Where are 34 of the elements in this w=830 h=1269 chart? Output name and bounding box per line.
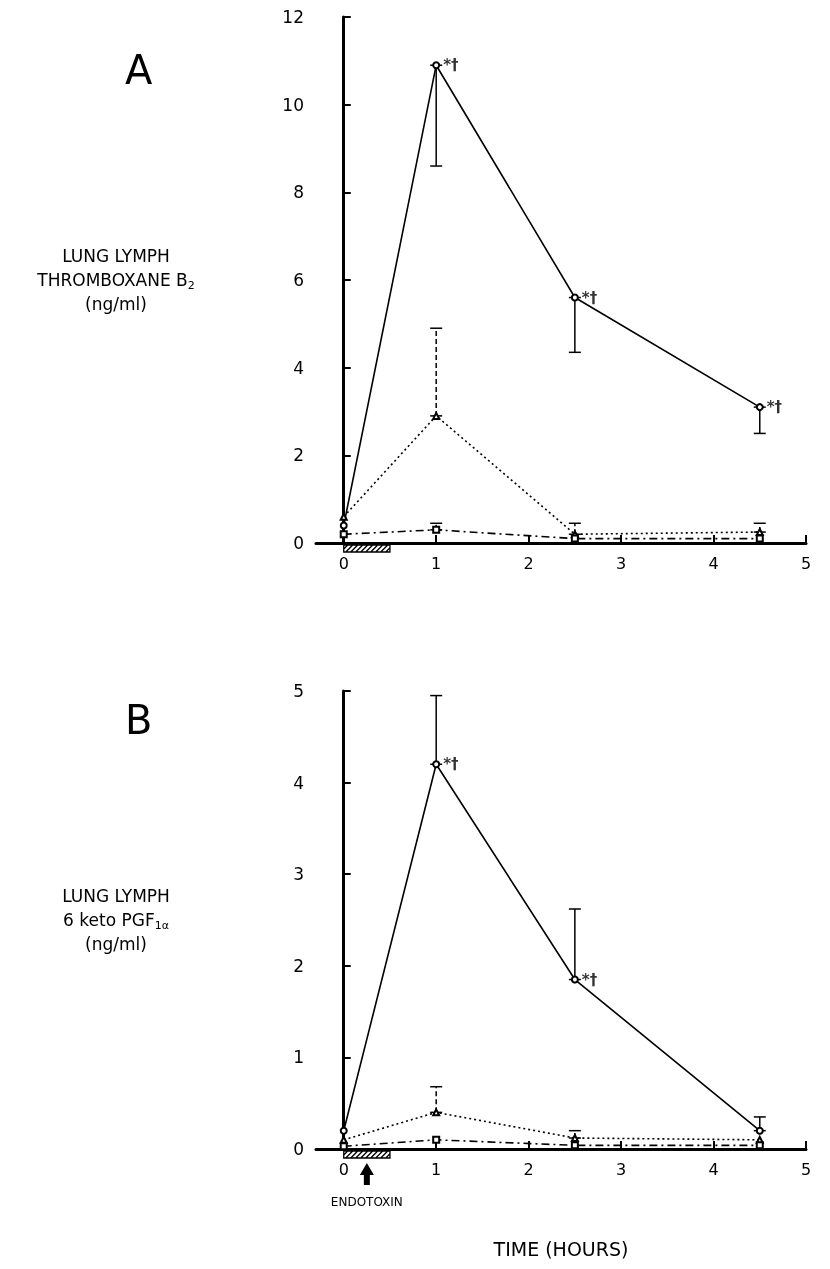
y-tick-label: 2 xyxy=(293,445,304,466)
y-tick-label: 1 xyxy=(293,1047,304,1068)
x-tick-label: 0 xyxy=(338,553,349,573)
annotation: *† xyxy=(443,755,460,774)
x-tick-label: 4 xyxy=(708,553,719,573)
annotation: *† xyxy=(766,398,783,417)
x-tick-label: 4 xyxy=(708,1159,719,1179)
y-tick-label: 6 xyxy=(293,270,304,290)
x-tick-label: 1 xyxy=(431,1159,442,1179)
y-tick-label: 8 xyxy=(293,182,304,203)
y-tick-label: 0 xyxy=(293,533,304,553)
annotation: *† xyxy=(581,970,598,989)
chart-title: B xyxy=(125,697,153,743)
y-tick-label: 4 xyxy=(293,357,304,378)
x-axis-title: TIME (HOURS) xyxy=(492,1237,629,1260)
text: A xyxy=(125,47,153,93)
x-tick-label: 5 xyxy=(800,1159,812,1179)
text: ENDOTOXIN xyxy=(330,1195,403,1209)
x-tick-label: 2 xyxy=(523,553,534,573)
annotation: *† xyxy=(581,288,598,307)
x-tick-label: 2 xyxy=(523,1159,534,1179)
y-tick-label: 10 xyxy=(282,94,304,115)
y-tick-label: 0 xyxy=(293,1139,304,1159)
x-tick-label: 3 xyxy=(616,1159,627,1179)
y-tick-label: 12 xyxy=(282,7,304,27)
x-tick-label: 0 xyxy=(338,1159,349,1179)
y-tick-label: 3 xyxy=(293,864,304,885)
y-tick-label: 2 xyxy=(293,955,304,976)
y-tick-label: 4 xyxy=(293,772,304,793)
y-tick-label: 5 xyxy=(293,681,304,701)
x-tick-label: 5 xyxy=(800,553,812,573)
x-tick-label: 3 xyxy=(616,553,627,573)
x-tick-label: 1 xyxy=(431,553,442,573)
annotation: *† xyxy=(443,56,460,75)
